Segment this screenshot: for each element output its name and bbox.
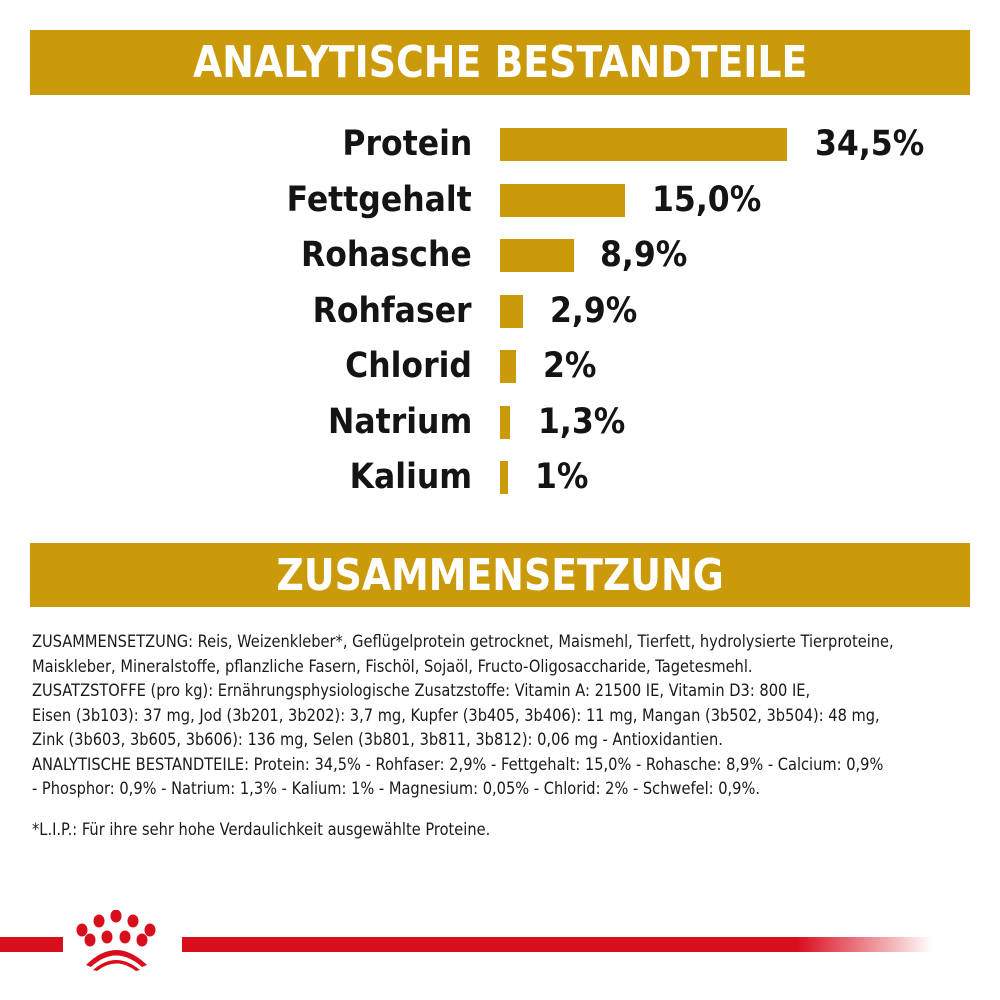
row-value: 34,5%	[815, 124, 925, 164]
brand-line-left	[0, 937, 63, 952]
analytical-line: - Phosphor: 0,9% - Natrium: 1,3% - Kaliu…	[32, 779, 761, 799]
chart-row-rohfaser: Rohfaser 2,9%	[0, 291, 1000, 331]
chart-row-chlorid: Chlorid 2%	[0, 346, 1000, 386]
row-label: Fettgehalt	[286, 180, 472, 220]
bar	[500, 406, 510, 439]
row-value: 8,9%	[600, 235, 688, 275]
additives-line: ZUSATZSTOFFE (pro kg): Ernährungsphysiol…	[32, 681, 811, 701]
row-value: 2%	[543, 346, 597, 386]
row-label: Protein	[342, 124, 472, 164]
composition-line: Maiskleber, Mineralstoffe, pflanzliche F…	[32, 656, 753, 677]
composition-header-title: ZUSAMMENSETZUNG	[276, 549, 724, 601]
additives-line: Eisen (3b103): 37 mg, Jod (3b201, 3b202)…	[32, 705, 880, 726]
bar	[500, 295, 523, 328]
analytical-line: ANALYTISCHE BESTANDTEILE: Protein: 34,5%…	[32, 754, 884, 775]
royal-canin-crown-icon	[76, 910, 156, 971]
bar	[500, 128, 787, 161]
row-label: Rohasche	[301, 235, 472, 275]
analytical-header-title: ANALYTISCHE BESTANDTEILE	[192, 37, 808, 88]
row-label: Natrium	[327, 402, 472, 442]
bar	[500, 350, 516, 383]
chart-row-rohasche: Rohasche 8,9%	[0, 235, 1000, 275]
additives-line: Zink (3b603, 3b605, 3b606): 136 mg, Sele…	[32, 730, 723, 750]
row-value: 1%	[535, 457, 589, 497]
bar	[500, 184, 625, 217]
bar	[500, 239, 574, 272]
composition-header-banner: ZUSAMMENSETZUNG	[30, 543, 970, 607]
chart-row-kalium: Kalium 1%	[0, 457, 1000, 497]
chart-row-fettgehalt: Fettgehalt 15,0%	[0, 180, 1000, 220]
brand-line-right	[182, 937, 932, 952]
chart-row-protein: Protein 34,5%	[0, 124, 1000, 164]
composition-line: ZUSAMMENSETZUNG: Reis, Weizenkleber*, Ge…	[32, 632, 894, 652]
composition-text-block: ZUSAMMENSETZUNG: Reis, Weizenkleber*, Ge…	[32, 630, 982, 802]
row-label: Rohfaser	[313, 291, 472, 331]
row-label: Kalium	[349, 457, 472, 497]
row-label: Chlorid	[345, 346, 472, 386]
footnote: *L.I.P.: Für ihre sehr hohe Verdaulichke…	[32, 820, 491, 840]
analytical-header-banner: ANALYTISCHE BESTANDTEILE	[30, 30, 970, 95]
bar	[500, 461, 508, 494]
chart-row-natrium: Natrium 1,3%	[0, 402, 1000, 442]
row-value: 15,0%	[652, 180, 762, 220]
row-value: 1,3%	[538, 402, 626, 442]
row-value: 2,9%	[550, 291, 638, 331]
